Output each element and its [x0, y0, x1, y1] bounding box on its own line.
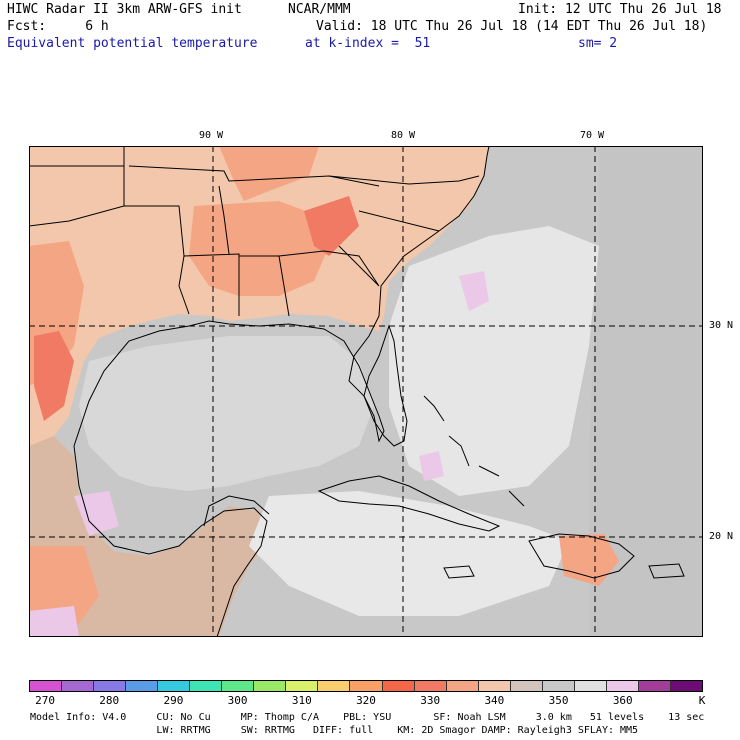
colorbar-tick-label: 360 [612, 694, 633, 707]
cool-patch-1 [459, 271, 489, 311]
state-lines [29, 146, 480, 317]
cuba [317, 475, 501, 532]
colorbar-tick-label: 290 [163, 694, 184, 707]
colorbar-tick-label: 310 [291, 694, 312, 707]
cool-patch-2 [419, 451, 444, 481]
model-info-line2: LW: RRTMG SW: RRTMG DIFF: full KM: 2D Sm… [30, 725, 639, 736]
map-frame [29, 146, 703, 637]
colorbar-swatch [62, 681, 95, 691]
field-name: Equivalent potential temperature [7, 36, 258, 51]
warm-patch-2 [189, 201, 329, 296]
lat-label-30n: 30 N [709, 320, 734, 331]
colorbar-swatch [638, 681, 671, 691]
colorbar-swatch [670, 681, 702, 691]
colorbar-swatch [510, 681, 543, 691]
org-label: NCAR/MMM [288, 2, 351, 17]
florida [363, 324, 408, 447]
colorbar-tick-label: 320 [356, 694, 376, 707]
colorbar-swatch [318, 681, 351, 691]
init-time: Init: 12 UTC Thu 26 Jul 18 [518, 2, 722, 17]
colorbar-swatch [126, 681, 159, 691]
theta-e-map [29, 146, 703, 637]
valid-time: Valid: 18 UTC Thu 26 Jul 18 (14 EDT Thu … [316, 19, 708, 34]
colorbar-swatch [30, 681, 63, 691]
colorbar-swatch [254, 681, 287, 691]
yucatan [203, 495, 270, 527]
colorbar-tick-label: 280 [99, 694, 120, 707]
forecast-hour: Fcst: 6 h [7, 19, 109, 34]
lon-label-90w: 90 W [199, 130, 224, 141]
colorbar-swatch [94, 681, 127, 691]
model-info-line1: Model Info: V4.0 CU: No Cu MP: Thomp C/A… [30, 712, 705, 723]
jamaica [443, 565, 475, 579]
model-title: HIWC Radar II 3km ARW-GFS init [7, 2, 242, 17]
cool-patch-3 [74, 491, 119, 536]
colorbar-swatch [414, 681, 447, 691]
colorbar-swatch [478, 681, 511, 691]
colorbar-swatch [446, 681, 479, 691]
cool-patch-4 [29, 606, 79, 637]
colorbar-tick-label: 270 [35, 694, 55, 707]
colorbar-tick-label: 340 [484, 694, 505, 707]
colorbar-swatch [190, 681, 223, 691]
mexico-coast [73, 445, 268, 637]
warm-patch-7 [559, 534, 619, 586]
colorbar-unit: K [698, 694, 706, 707]
colorbar-swatch [606, 681, 639, 691]
lat-label-20n: 20 N [709, 531, 734, 542]
colorbar-swatch [574, 681, 607, 691]
colorbar-tick-label: 330 [420, 694, 441, 707]
warm-patch-5 [34, 331, 74, 421]
right-gray [589, 146, 703, 637]
smoothing-label: sm= 2 [578, 36, 618, 51]
colorbar-swatch [158, 681, 191, 691]
colorbar-tick-label: 300 [227, 694, 248, 707]
colorbar-swatch [382, 681, 415, 691]
hispaniola [528, 533, 635, 579]
warm-patch-3 [304, 196, 359, 256]
colorbar-tick-label: 350 [548, 694, 569, 707]
colorbar-swatch [542, 681, 575, 691]
warm-patch-1 [219, 146, 319, 201]
atlantic-light [389, 226, 599, 496]
lon-label-70w: 70 W [580, 130, 605, 141]
level-label: at k-index = 51 [305, 36, 431, 51]
lon-label-80w: 80 W [391, 130, 416, 141]
gulf-light [79, 336, 374, 491]
puerto-rico [648, 563, 685, 579]
colorbar-swatch [222, 681, 255, 691]
colorbar-swatch [286, 681, 319, 691]
colorbar-swatch [350, 681, 383, 691]
colorbar [29, 680, 703, 692]
bahamas [423, 395, 525, 507]
